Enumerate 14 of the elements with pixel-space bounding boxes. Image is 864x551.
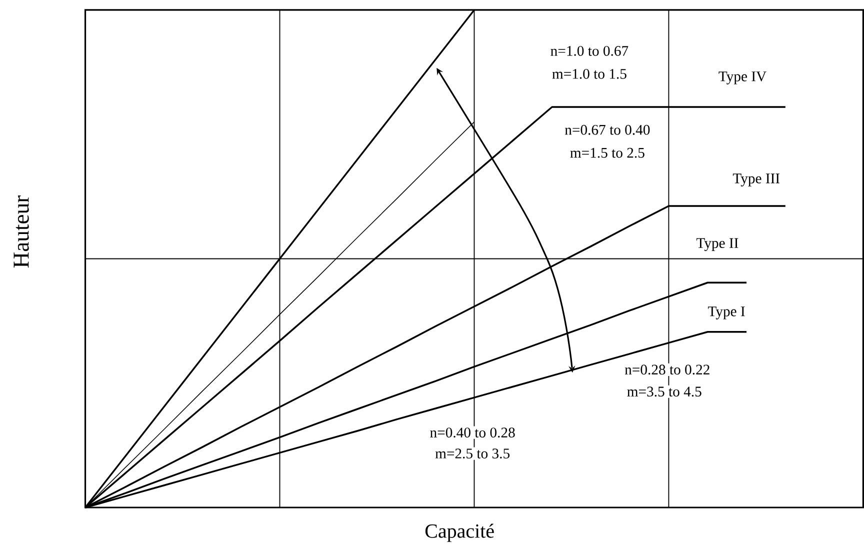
annotation: n=0.67 to 0.40	[564, 124, 650, 135]
annotation: m=1.0 to 1.5	[552, 68, 626, 79]
series-label: Type III	[732, 173, 780, 186]
annotation: m=2.5 to 3.5	[435, 448, 510, 458]
y-axis-title: Hauteur	[14, 195, 29, 268]
annotation: m=1.5 to 2.5	[570, 148, 644, 158]
series-label: Type IV	[718, 71, 766, 84]
annotation: m=3.5 to 4.5	[627, 386, 702, 396]
text: Type II	[696, 238, 738, 251]
annotation: n=1.0 to 0.67	[550, 46, 628, 56]
series-label: Type I	[708, 306, 745, 320]
x-axis-title: Capacité	[425, 524, 494, 542]
annotation: n=0.40 to 0.28	[430, 427, 515, 438]
annotation: n=0.28 to 0.22	[624, 364, 710, 374]
